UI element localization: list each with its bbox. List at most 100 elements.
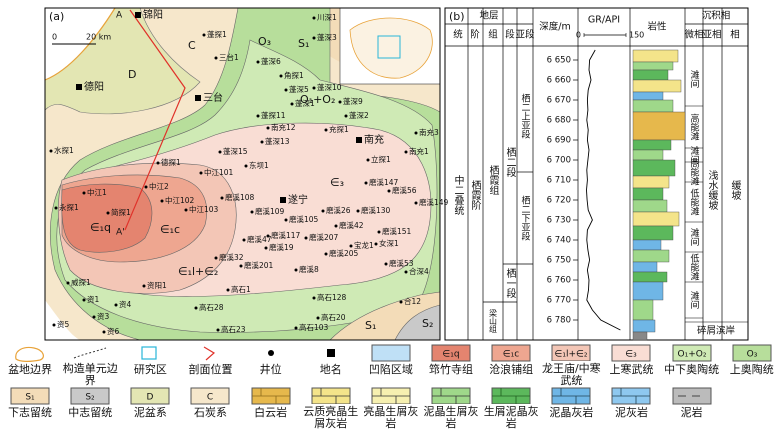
depth-tick-label: 6 780 [547,316,571,326]
well-marker [54,206,58,210]
swatch-shape [552,388,591,404]
well-label: 中江1 [87,187,107,197]
e1q-zone [61,183,153,253]
well-marker [266,126,270,130]
legend-swatch: O₃ [732,344,772,362]
unit-label: ∈₁c [160,223,180,236]
legend-label: 白云岩 [254,406,288,419]
lithology-block [632,175,670,189]
lithology-block [632,61,674,71]
facies-label: 碎屑滨岸 [697,325,736,337]
strat-label: 浅水缓坡 [706,169,718,211]
well-marker [82,191,86,195]
well-label: 磨溪19 [269,242,294,252]
map-frame [44,7,441,341]
swatch-shape [190,387,230,405]
gr-tick-label: 0 [576,31,581,40]
well-marker [266,234,270,238]
legend-label: 亮晶生屑灰岩 [363,405,419,430]
swatch-shape [492,388,531,404]
strat-label: 高能滩 [689,112,700,141]
well-label: 磨溪8 [299,264,319,274]
swatch-shape [311,388,350,404]
well-label: 水探1 [54,145,74,155]
legend-swatch: ∈₁c [491,344,531,362]
well-marker [312,16,316,20]
legend-label: 地名 [319,363,342,376]
swatch-shape [326,349,335,357]
well-label: 高石128 [317,292,347,302]
well-label: 合12 [404,296,421,306]
legend-swatch [371,387,411,404]
header: 亚相 [702,29,721,41]
strat-label: 滩间 [689,145,700,165]
legend-item: 生屑泥晶灰岩 [481,387,541,430]
lithology-block [632,211,680,227]
well-label: 三台1 [219,52,239,62]
well-label: 简探1 [111,207,131,217]
legend-symbol: S₂ [86,393,96,403]
basin-boundary [44,7,116,81]
legend-symbol: ∈₃ [626,350,638,360]
well-label: 磨溪26 [326,205,351,215]
swatch-shape [204,346,216,361]
lithology-block [632,331,648,341]
unit-label: S₂ [422,317,433,330]
well-label: 南充1 [409,146,429,156]
depth-tick-label: 6 680 [547,116,571,126]
well-marker [321,209,325,213]
scale-label: 20 km [86,33,111,42]
well-marker [377,230,381,234]
well-label: 资4 [119,299,131,309]
place-name: 南充 [364,133,384,146]
well-label: 磨溪56 [392,185,417,195]
depth-tick-label: 6 690 [547,136,571,146]
well-marker [304,236,308,240]
strat-label: 高能滩 [689,157,700,186]
inset-study-area [377,35,401,59]
well-marker [256,114,260,118]
legend-label: 泥盆系 [133,406,167,419]
legend-label: 泥晶生屑灰岩 [423,405,479,430]
strat-label: 梁山组 [489,309,498,333]
well-marker [184,208,188,212]
legend-swatch [611,387,651,405]
legend-item: D 泥盆系 [120,387,180,430]
well-marker [374,242,378,246]
swatch-shape [10,387,50,405]
strat-label: 滩间 [689,69,700,89]
legend-item: 构造单元边界 [60,344,120,387]
depth-tick-label: 6 720 [547,196,571,206]
well-marker [312,296,316,300]
section-line [124,9,186,231]
well-label: 南充3 [419,127,439,137]
well-marker [399,300,403,304]
legend-label: 研究区 [133,363,167,376]
strat-label: 栖霞阶 [469,179,481,211]
unit-label: S₁ [298,37,309,50]
legend-swatch: O₁+O₂ [672,344,712,362]
well-label: 蓬深9 [343,96,363,106]
legend-label: 泥岩 [680,406,703,419]
well-marker [214,56,218,60]
well-label: 合深4 [409,266,429,276]
well-marker [384,262,388,266]
map-panel [44,7,441,341]
well-label: 高石28 [199,302,224,312]
well-label: 中江103 [189,204,219,214]
well-marker [92,315,96,319]
swatch-shape [732,344,772,362]
legend-item: C 石炭系 [180,387,240,430]
legend-label: 井位 [259,363,282,376]
well-marker [66,281,70,285]
strat-label: 缓坡 [729,179,741,201]
depth-tick-label: 6 660 [547,76,571,86]
well-marker [226,288,230,292]
place-marker [356,137,362,143]
well-label: 南充12 [271,122,296,132]
header: 阶 [470,29,480,41]
swatch-shape [70,387,110,405]
well-label: 蓬深2 [349,110,369,120]
strat-label: 滩间 [689,227,700,247]
